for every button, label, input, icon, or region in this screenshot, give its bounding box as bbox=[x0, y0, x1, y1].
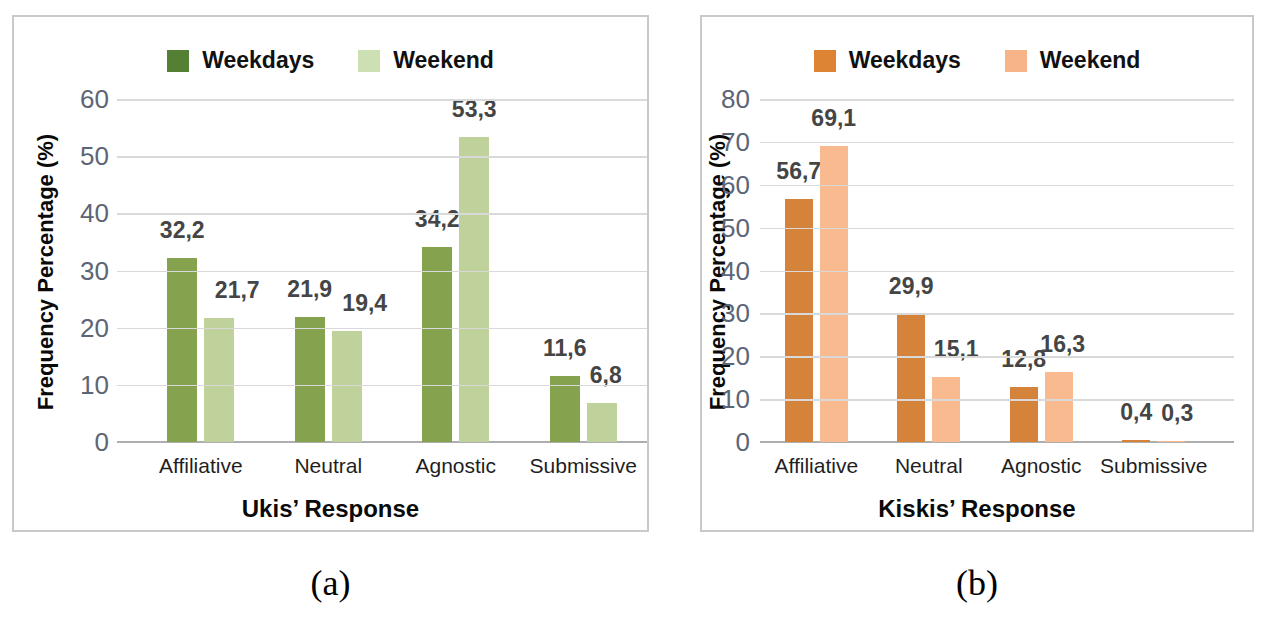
gridline bbox=[760, 142, 1234, 144]
data-label: 29,9 bbox=[889, 273, 934, 300]
gridline bbox=[117, 213, 647, 215]
gridline bbox=[760, 356, 1234, 358]
figure-canvas: Weekdays Weekend Frequency Percentage (%… bbox=[0, 0, 1272, 617]
data-label: 56,7 bbox=[776, 158, 821, 185]
gridline bbox=[117, 385, 647, 387]
y-tick-label: 60 bbox=[721, 169, 750, 200]
data-label: 15,1 bbox=[934, 336, 979, 363]
gridline bbox=[760, 313, 1234, 315]
category-label-affiliative: Affiliative bbox=[760, 454, 873, 478]
gridline bbox=[117, 328, 647, 330]
bar-weekend-affiliative bbox=[204, 318, 234, 442]
gridline bbox=[760, 271, 1234, 273]
category-label-submissive: Submissive bbox=[1098, 454, 1211, 478]
y-tick-label: 30 bbox=[721, 298, 750, 329]
category-label-neutral: Neutral bbox=[265, 454, 393, 478]
gridline bbox=[117, 156, 647, 158]
y-tick-label: 50 bbox=[80, 141, 109, 172]
gridline bbox=[760, 228, 1234, 230]
legend-swatch-weekdays bbox=[814, 50, 836, 72]
y-tick-label: 10 bbox=[721, 384, 750, 415]
y-tick-label: 20 bbox=[80, 312, 109, 343]
bar-weekdays-neutral bbox=[295, 317, 325, 442]
plot-area: 32,221,721,919,434,253,311,66,8 bbox=[117, 99, 647, 442]
legend-label-weekdays: Weekdays bbox=[202, 47, 314, 74]
y-tick-label: 10 bbox=[80, 369, 109, 400]
bar-weekend-affiliative bbox=[820, 146, 848, 442]
data-label: 0,4 bbox=[1120, 399, 1152, 426]
data-label: 21,7 bbox=[215, 277, 260, 304]
legend: Weekdays Weekend bbox=[14, 47, 647, 74]
y-tick-label: 40 bbox=[721, 255, 750, 286]
chart-panel-b: Weekdays Weekend Frequency Percentage (%… bbox=[700, 15, 1254, 532]
panel-sublabel-a: (a) bbox=[12, 562, 649, 604]
y-tick-label: 30 bbox=[80, 255, 109, 286]
bar-weekend-agnostic bbox=[1045, 372, 1073, 442]
x-axis-title: Kiskis’ Response bbox=[702, 495, 1252, 523]
chart-panel-a: Weekdays Weekend Frequency Percentage (%… bbox=[12, 15, 649, 532]
legend-item-weekend: Weekend bbox=[358, 47, 494, 74]
legend: Weekdays Weekend bbox=[702, 47, 1252, 74]
data-label: 21,9 bbox=[287, 276, 332, 303]
y-axis-ticks: 0102030405060 bbox=[16, 99, 109, 442]
gridline bbox=[760, 399, 1234, 401]
y-tick-label: 0 bbox=[95, 427, 109, 458]
y-tick-label: 40 bbox=[80, 198, 109, 229]
legend-item-weekdays: Weekdays bbox=[814, 47, 961, 74]
y-tick-label: 80 bbox=[721, 84, 750, 115]
bar-weekend-submissive bbox=[587, 403, 617, 442]
category-label-agnostic: Agnostic bbox=[392, 454, 520, 478]
y-tick-label: 20 bbox=[721, 341, 750, 372]
data-label: 11,6 bbox=[543, 335, 587, 362]
category-labels: AffiliativeNeutralAgnosticSubmissive bbox=[117, 454, 647, 478]
data-label: 34,2 bbox=[415, 206, 460, 233]
bar-weekend-neutral bbox=[932, 377, 960, 442]
legend-item-weekend: Weekend bbox=[1005, 47, 1141, 74]
category-label-submissive: Submissive bbox=[520, 454, 648, 478]
category-label-agnostic: Agnostic bbox=[985, 454, 1098, 478]
y-tick-label: 60 bbox=[80, 84, 109, 115]
bar-weekdays-affiliative bbox=[167, 258, 197, 442]
panel-sublabel-b: (b) bbox=[700, 562, 1254, 604]
gridline bbox=[760, 99, 1234, 101]
y-tick-label: 70 bbox=[721, 126, 750, 157]
gridline bbox=[117, 99, 647, 101]
gridline bbox=[117, 271, 647, 273]
bar-weekdays-agnostic bbox=[422, 247, 452, 443]
category-label-neutral: Neutral bbox=[873, 454, 986, 478]
y-tick-label: 0 bbox=[736, 427, 750, 458]
data-label: 0,3 bbox=[1161, 400, 1193, 427]
bar-weekdays-neutral bbox=[897, 314, 925, 442]
gridline bbox=[760, 185, 1234, 187]
legend-label-weekend: Weekend bbox=[1040, 47, 1141, 74]
legend-swatch-weekend bbox=[358, 50, 380, 72]
legend-item-weekdays: Weekdays bbox=[167, 47, 314, 74]
legend-label-weekend: Weekend bbox=[393, 47, 494, 74]
bar-weekdays-agnostic bbox=[1010, 387, 1038, 442]
bar-weekend-submissive bbox=[1157, 441, 1185, 443]
bar-weekdays-submissive bbox=[1122, 440, 1150, 442]
y-tick-label: 50 bbox=[721, 212, 750, 243]
data-label: 32,2 bbox=[160, 217, 205, 244]
y-axis-ticks: 01020304050607080 bbox=[704, 99, 750, 442]
category-label-affiliative: Affiliative bbox=[137, 454, 265, 478]
plot-area: 56,769,129,915,112,816,30,40,3 bbox=[760, 99, 1234, 442]
data-label: 16,3 bbox=[1040, 331, 1085, 358]
bar-weekend-agnostic bbox=[459, 137, 489, 442]
legend-swatch-weekend bbox=[1005, 50, 1027, 72]
bar-weekend-neutral bbox=[332, 331, 362, 442]
x-axis-title: Ukis’ Response bbox=[14, 495, 647, 523]
category-labels: AffiliativeNeutralAgnosticSubmissive bbox=[760, 454, 1234, 478]
legend-swatch-weekdays bbox=[167, 50, 189, 72]
data-label: 69,1 bbox=[811, 105, 856, 132]
data-label: 19,4 bbox=[342, 290, 387, 317]
legend-label-weekdays: Weekdays bbox=[849, 47, 961, 74]
bar-weekdays-affiliative bbox=[785, 199, 813, 442]
